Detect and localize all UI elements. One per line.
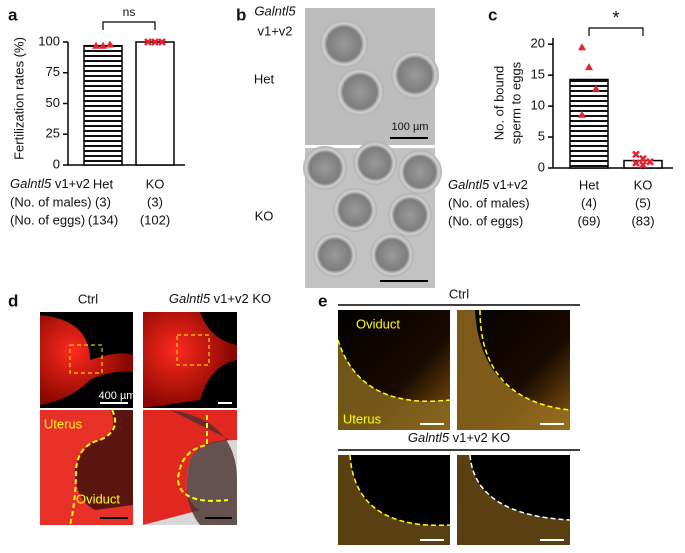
y-tick-label: 20 xyxy=(531,36,545,51)
y-tick-label: 50 xyxy=(46,95,60,110)
region-label: Uterus xyxy=(343,411,382,426)
panel-letter: c xyxy=(488,5,497,24)
column-label: Galntl5 v1+v2 KO xyxy=(169,291,271,306)
group-label: Ctrl xyxy=(449,286,469,301)
data-point xyxy=(92,41,100,49)
panel-letter: a xyxy=(8,5,18,24)
data-point xyxy=(99,41,107,49)
region-label: Uterus xyxy=(44,416,83,431)
y-tick-label: 10 xyxy=(531,98,545,113)
gene-name: Galntl5 xyxy=(10,176,52,191)
y-tick-label: 75 xyxy=(46,64,60,79)
count-label: (5) xyxy=(635,195,651,210)
micrograph xyxy=(305,8,439,145)
micrograph xyxy=(338,454,571,545)
micrograph xyxy=(303,141,442,288)
gene-name: Galntl5 xyxy=(448,177,490,192)
category-label: KO xyxy=(634,177,653,192)
data-point xyxy=(578,43,586,51)
data-point xyxy=(592,84,600,92)
count-label: (4) xyxy=(581,195,597,210)
row-label: (No. of eggs) xyxy=(448,213,523,228)
data-point xyxy=(646,157,654,166)
y-axis-label: Fertilization rates (%) xyxy=(11,37,26,160)
micrograph xyxy=(40,312,237,526)
panel-letter: b xyxy=(236,5,246,24)
genotype-label: Galntl5 v1+v2 xyxy=(10,176,90,191)
y-tick-label: 15 xyxy=(531,67,545,82)
region-label: Oviduct xyxy=(76,491,120,506)
group-label: Galntl5 v1+v2 KO xyxy=(408,430,510,445)
category-label: Het xyxy=(579,177,600,192)
genotype-label: Galntl5 v1+v2 xyxy=(448,177,528,192)
data-point xyxy=(639,154,647,163)
data-point xyxy=(106,40,114,48)
data-point xyxy=(158,38,166,46)
y-tick-label: 5 xyxy=(538,128,545,143)
significance-label: ns xyxy=(123,5,136,19)
data-point xyxy=(578,110,586,118)
count-label: (3) xyxy=(95,194,111,209)
count-label: (102) xyxy=(140,212,170,227)
data-point xyxy=(632,150,640,159)
scale-label: 400 µm xyxy=(99,390,136,402)
count-label: (134) xyxy=(88,212,118,227)
bar xyxy=(569,78,609,169)
data-point xyxy=(639,161,647,169)
category-label: Het xyxy=(93,176,114,191)
significance-bracket xyxy=(102,21,156,30)
row-label: (No. of males) xyxy=(448,195,530,210)
y-tick-label: 25 xyxy=(46,126,60,141)
data-point xyxy=(151,38,159,46)
significance-bracket xyxy=(588,27,644,36)
y-tick-label: 0 xyxy=(538,159,545,174)
row-label: Het xyxy=(254,71,275,86)
gene-suffix: v1+v2 xyxy=(51,176,90,191)
panel-letter: e xyxy=(318,291,327,310)
row-label: (No. of males) xyxy=(10,194,92,209)
data-point xyxy=(632,159,640,167)
count-label: (83) xyxy=(631,213,654,228)
micrograph xyxy=(337,309,571,430)
row-label: (No. of eggs) xyxy=(10,212,85,227)
gene-suffix: v1+v2 xyxy=(489,177,528,192)
row-label: KO xyxy=(255,208,274,223)
bar xyxy=(135,41,175,166)
panel-letter: d xyxy=(8,291,18,310)
significance-label: * xyxy=(612,8,619,28)
gene-label: Galntl5 xyxy=(254,3,296,18)
count-label: (3) xyxy=(147,194,163,209)
y-axis-label: No. of bound xyxy=(491,66,506,140)
y-tick-label: 100 xyxy=(38,33,60,48)
gene-suffix: v1+v2 xyxy=(257,23,292,38)
count-label: (69) xyxy=(577,213,600,228)
column-label: Ctrl xyxy=(78,291,98,306)
scale-label: 100 µm xyxy=(392,121,429,133)
data-point xyxy=(144,38,152,46)
data-point xyxy=(585,63,593,71)
category-label: KO xyxy=(146,176,165,191)
bar xyxy=(83,44,123,166)
region-label: Oviduct xyxy=(356,316,400,331)
y-tick-label: 0 xyxy=(53,156,60,171)
y-axis-label: sperm to eggs xyxy=(508,61,523,144)
